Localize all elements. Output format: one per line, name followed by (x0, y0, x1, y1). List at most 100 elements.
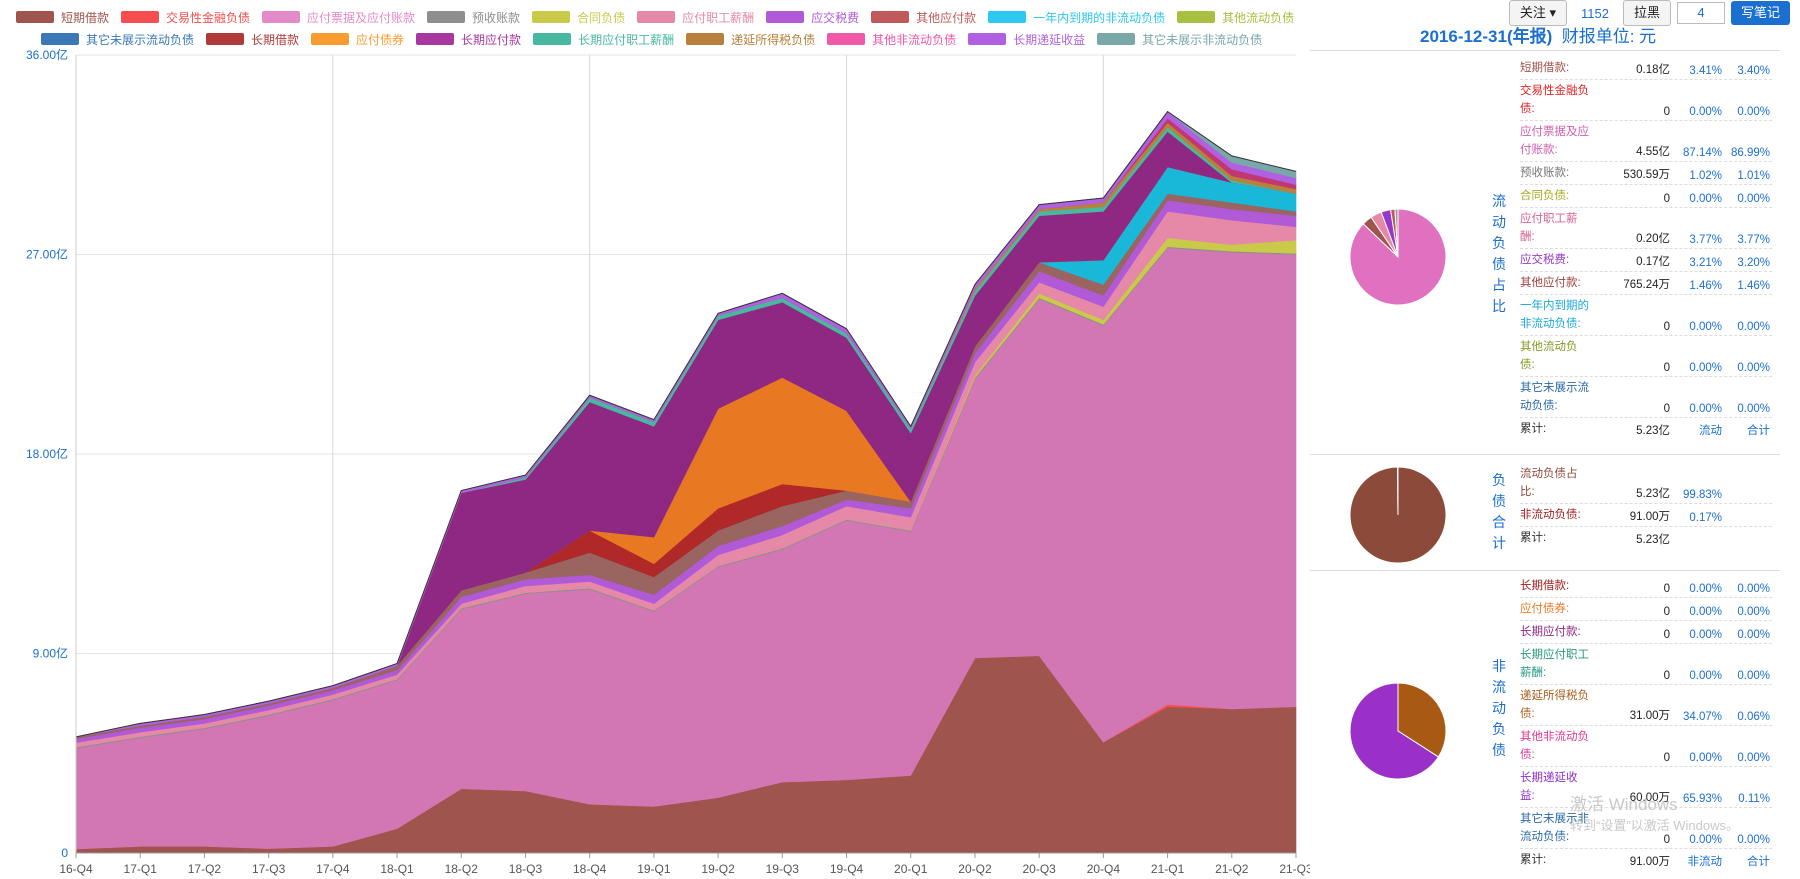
follow-count: 1152 (1580, 5, 1609, 21)
panel-row: 其它未展示流动负债: 0 0.00% 0.00% (1520, 377, 1772, 418)
panel-total-row: 累计: 5.23亿 (1520, 527, 1772, 549)
row-value: 0.17亿 (1636, 256, 1670, 268)
row-value: 91.00万 (1629, 511, 1670, 523)
panel-row: 非流动负债: 91.00万 0.17% (1520, 504, 1772, 527)
panel-total-row: 累计: 91.00万 非流动 合计 (1520, 849, 1772, 871)
legend-item[interactable]: 应交税费 (766, 9, 859, 26)
row-p1: 0.00% (1689, 362, 1722, 374)
total-link[interactable]: 非流动 (1687, 856, 1723, 868)
panel-row: 递延所得税负债: 31.00万 34.07% 0.06% (1520, 685, 1772, 726)
legend-item[interactable]: 应付职工薪酬 (637, 9, 754, 26)
legend-swatch (988, 11, 1027, 23)
row-value: 0 (1663, 321, 1670, 333)
row-p2: 0.00% (1737, 670, 1770, 682)
panel-row: 长期递延收益: 60.00万 65.93% 0.11% (1520, 767, 1772, 808)
current-pie-chart (1349, 208, 1447, 306)
legend-item[interactable]: 其它未展示流动负债 (41, 31, 194, 48)
current-liabilities-section: 流动负债占比 短期借款: 0.18亿 3.41% 3.40% 交易性金融负债: 0 0.00%… (1310, 50, 1780, 455)
row-p1: 0.00% (1689, 403, 1722, 415)
legend-item[interactable]: 其他应付款 (871, 9, 976, 26)
blacklist-button[interactable]: 拉黑 (1622, 0, 1671, 26)
row-name: 长期递延收益: (1520, 772, 1578, 802)
panel-row: 应付票据及应付账款: 4.55亿 87.14% 86.99% (1520, 121, 1772, 162)
row-value: 0 (1663, 193, 1670, 205)
blacklist-count[interactable]: 4 (1676, 2, 1725, 24)
pie-slice (1396, 466, 1399, 516)
legend-label: 其它未展示非流动负债 (1142, 32, 1263, 47)
row-p2: 1.01% (1737, 170, 1770, 182)
legend-label: 应交税费 (811, 10, 860, 25)
row-p1: 0.00% (1689, 606, 1722, 618)
legend-swatch (262, 11, 301, 23)
total-link[interactable]: 流动 (1699, 425, 1722, 437)
legend-item[interactable]: 长期应付职工薪酬 (533, 31, 674, 48)
row-p1: 0.00% (1689, 106, 1722, 118)
legend-item[interactable]: 其它未展示非流动负债 (1097, 31, 1262, 48)
legend-label: 一年内到期的非流动负债 (1033, 10, 1166, 25)
panel-row: 一年内到期的非流动负债: 0 0.00% 0.00% (1520, 295, 1772, 336)
row-name: 长期借款: (1520, 580, 1570, 592)
legend-item[interactable]: 长期递延收益 (968, 31, 1085, 48)
total-link[interactable]: 合计 (1747, 856, 1770, 868)
total-link[interactable]: 合计 (1747, 425, 1770, 437)
current-rows: 短期借款: 0.18亿 3.41% 3.40% 交易性金融负债: 0 0.00% 0.00% 应… (1520, 57, 1772, 440)
area-series-group (75, 111, 1297, 854)
legend-label: 长期借款 (251, 32, 300, 47)
legend-swatch (827, 33, 866, 45)
legend-item[interactable]: 长期应付款 (416, 31, 521, 48)
row-value: 0 (1663, 834, 1670, 846)
legend-item[interactable]: 其他流动负债 (1177, 9, 1294, 26)
row-p2: 0.00% (1737, 403, 1770, 415)
row-name: 应交税费: (1520, 254, 1570, 266)
legend-item[interactable]: 合同负债 (532, 9, 625, 26)
row-p2: 0.00% (1737, 629, 1770, 641)
x-tick-label: 16-Q4 (59, 862, 93, 876)
x-tick-label: 20-Q4 (1087, 862, 1121, 876)
follow-button[interactable]: 关注 ▾ (1508, 0, 1567, 26)
legend-swatch (1097, 33, 1136, 45)
legend-label: 其他非流动负债 (872, 32, 957, 47)
legend-item[interactable]: 递延所得税负债 (686, 31, 815, 48)
total-name: 累计: (1520, 854, 1547, 866)
legend-item[interactable]: 其他非流动负债 (827, 31, 956, 48)
panel-row: 合同负债: 0 0.00% 0.00% (1520, 185, 1772, 208)
row-p2: 0.00% (1737, 606, 1770, 618)
legend-label: 其它未展示流动负债 (86, 32, 195, 47)
row-name: 流动负债占比: (1520, 468, 1578, 498)
write-note-button[interactable]: 写笔记 (1730, 1, 1790, 25)
panel-row: 长期借款: 0 0.00% 0.00% (1520, 575, 1772, 598)
legend-swatch (427, 11, 466, 23)
legend-swatch (311, 33, 350, 45)
row-p1: 0.00% (1689, 752, 1722, 764)
row-name: 一年内到期的非流动负债: (1520, 300, 1589, 330)
legend-item[interactable]: 长期借款 (206, 31, 299, 48)
legend-swatch (41, 33, 79, 45)
row-name: 长期应付职工薪酬: (1520, 649, 1589, 679)
legend-item[interactable]: 应付债券 (311, 31, 404, 48)
row-p2: 0.00% (1737, 362, 1770, 374)
legend-label: 其他应付款 (916, 10, 977, 25)
x-tick-label: 21-Q1 (1151, 862, 1185, 876)
legend-item[interactable]: 交易性金融负债 (121, 9, 250, 26)
legend-label: 长期递延收益 (1013, 32, 1086, 47)
legend-item[interactable]: 应付票据及应付账款 (262, 9, 415, 26)
legend-label: 递延所得税负债 (731, 32, 816, 47)
legend-swatch (637, 11, 676, 23)
row-name: 其他应付款: (1520, 277, 1581, 289)
x-tick-label: 20-Q1 (894, 862, 928, 876)
row-p1: 3.21% (1689, 257, 1722, 269)
panel-row: 交易性金融负债: 0 0.00% 0.00% (1520, 80, 1772, 121)
y-tick-label: 18.00亿 (26, 446, 68, 461)
total-name: 累计: (1520, 423, 1547, 435)
panel-row: 预收账款: 530.59万 1.02% 1.01% (1520, 162, 1772, 185)
row-p2: 0.00% (1737, 752, 1770, 764)
legend-label: 应付票据及应付账款 (307, 10, 416, 25)
row-name: 其它未展示非流动负债: (1520, 813, 1589, 843)
report-title: 2016-12-31(年报) 财报单位: 元 (1420, 22, 1656, 47)
row-value: 0 (1663, 106, 1670, 118)
legend-item[interactable]: 一年内到期的非流动负债 (988, 9, 1165, 26)
row-name: 递延所得税负债: (1520, 690, 1589, 720)
legend-item[interactable]: 短期借款 (16, 9, 109, 26)
legend-swatch (121, 11, 160, 23)
legend-item[interactable]: 预收账款 (427, 9, 520, 26)
